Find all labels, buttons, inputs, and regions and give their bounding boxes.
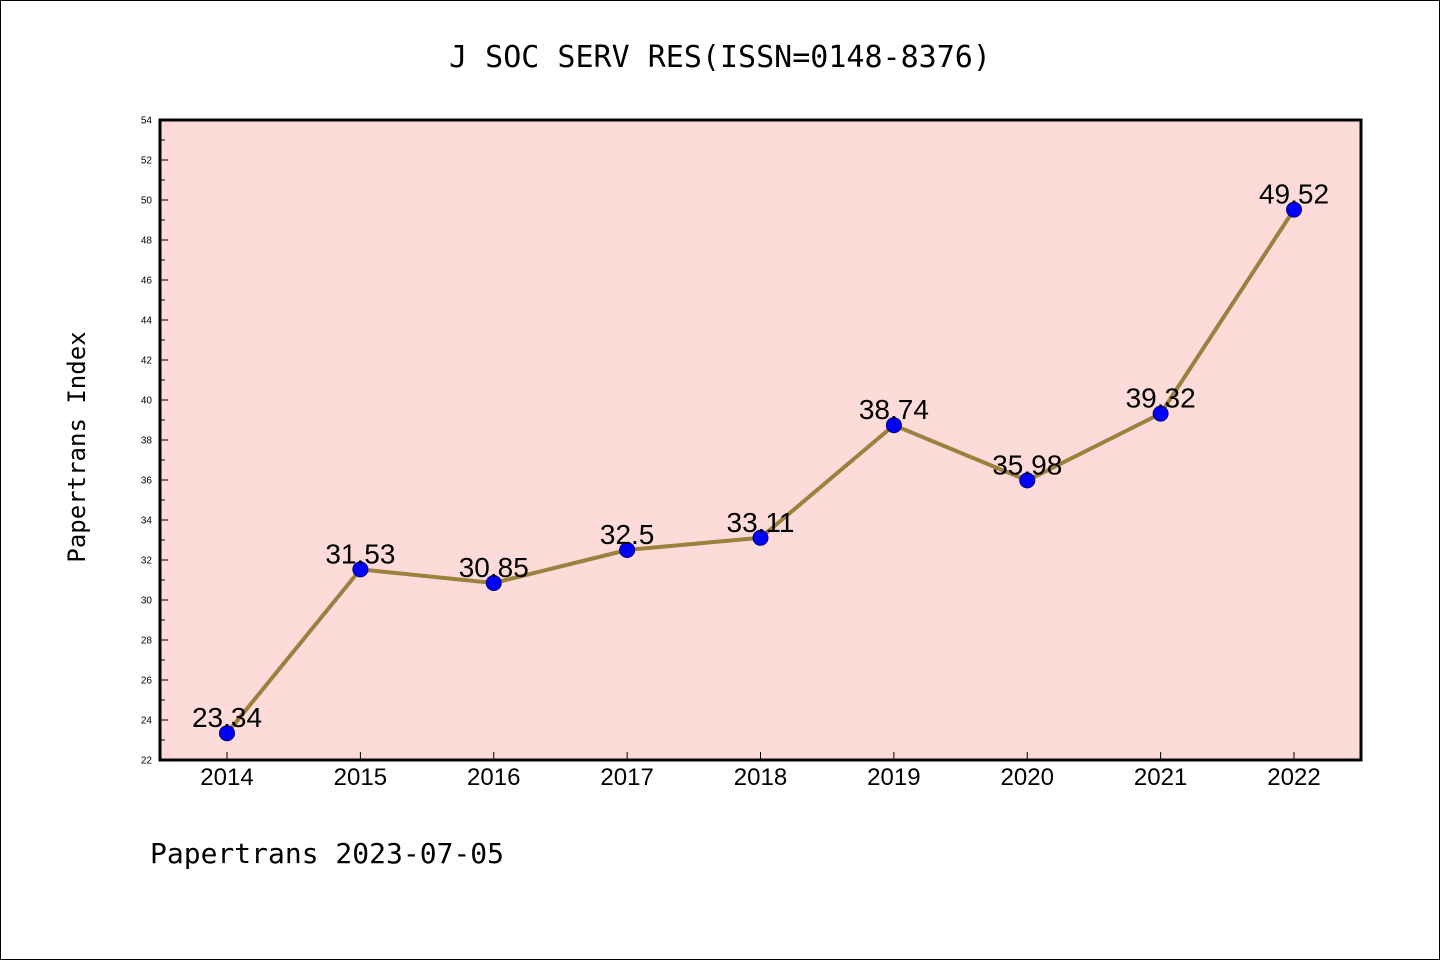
y-axis-ticks: 22 24 26 28 30 32 34 36 38 40 42 44 46 48 50 52 54 [141, 116, 168, 767]
data-point-label: 49.52 [1259, 179, 1329, 210]
data-point-label: 23.34 [192, 702, 262, 733]
data-point-marker [752, 529, 769, 546]
x-tick-label: 2017 [600, 764, 653, 791]
x-tick-label: 2016 [467, 764, 520, 791]
data-point-marker [1152, 405, 1169, 422]
y-tick-label: 52 [141, 156, 153, 167]
data-point-marker [885, 417, 902, 434]
data-point-marker [485, 575, 502, 591]
plot-area [160, 120, 1361, 760]
plot-border [158, 118, 1363, 762]
data-point-label: 38.74 [859, 394, 929, 425]
x-axis-ticks: 2014 2015 2016 2017 2018 2019 2020 2021 2022 [200, 752, 1321, 791]
data-point-label: 35.98 [992, 449, 1062, 480]
x-tick-label: 2014 [200, 764, 253, 791]
data-point-marker [619, 542, 636, 558]
y-tick-label: 44 [141, 316, 153, 327]
x-tick-label: 2018 [734, 764, 787, 791]
y-tick-label: 48 [141, 236, 153, 247]
y-tick-label: 40 [141, 396, 153, 407]
data-point-label: 33.11 [727, 507, 795, 538]
y-tick-label: 42 [141, 356, 153, 367]
data-point-label: 32.5 [600, 519, 655, 550]
data-point-marker [1286, 201, 1302, 218]
x-tick-label: 2022 [1267, 764, 1320, 791]
y-tick-label: 22 [141, 756, 153, 767]
x-tick-label: 2015 [334, 764, 387, 791]
data-labels: 23.34 31.53 30.85 32.5 33.11 38.74 35.98 39.32 4… [192, 179, 1329, 734]
y-tick-label: 54 [141, 116, 153, 127]
y-tick-label: 38 [141, 436, 153, 447]
y-tick-label: 34 [141, 516, 153, 527]
y-tick-label: 28 [141, 636, 153, 647]
y-tick-label: 36 [141, 476, 153, 487]
footer-date: Papertrans 2023-07-05 [150, 837, 504, 870]
y-tick-label: 24 [141, 716, 153, 727]
x-tick-label: 2021 [1134, 764, 1187, 791]
data-point-label: 39.32 [1126, 383, 1196, 414]
x-tick-label: 2020 [1001, 764, 1054, 791]
data-point-marker [1019, 472, 1036, 489]
y-tick-label: 26 [141, 676, 153, 687]
y-tick-label: 32 [141, 556, 153, 567]
y-tick-label: 30 [141, 596, 153, 607]
data-point-marker [352, 561, 369, 578]
data-point-label: 31.53 [325, 538, 395, 569]
chart-title: J SOC SERV RES(ISSN=0148-8376) [449, 40, 991, 75]
y-axis-label: Papertrans Index [63, 331, 91, 562]
data-markers [219, 201, 1302, 742]
y-tick-label: 50 [141, 196, 153, 207]
data-point-label: 30.85 [459, 552, 529, 583]
y-tick-label: 46 [141, 276, 153, 287]
x-tick-label: 2019 [867, 764, 920, 791]
data-point-marker [219, 725, 235, 742]
